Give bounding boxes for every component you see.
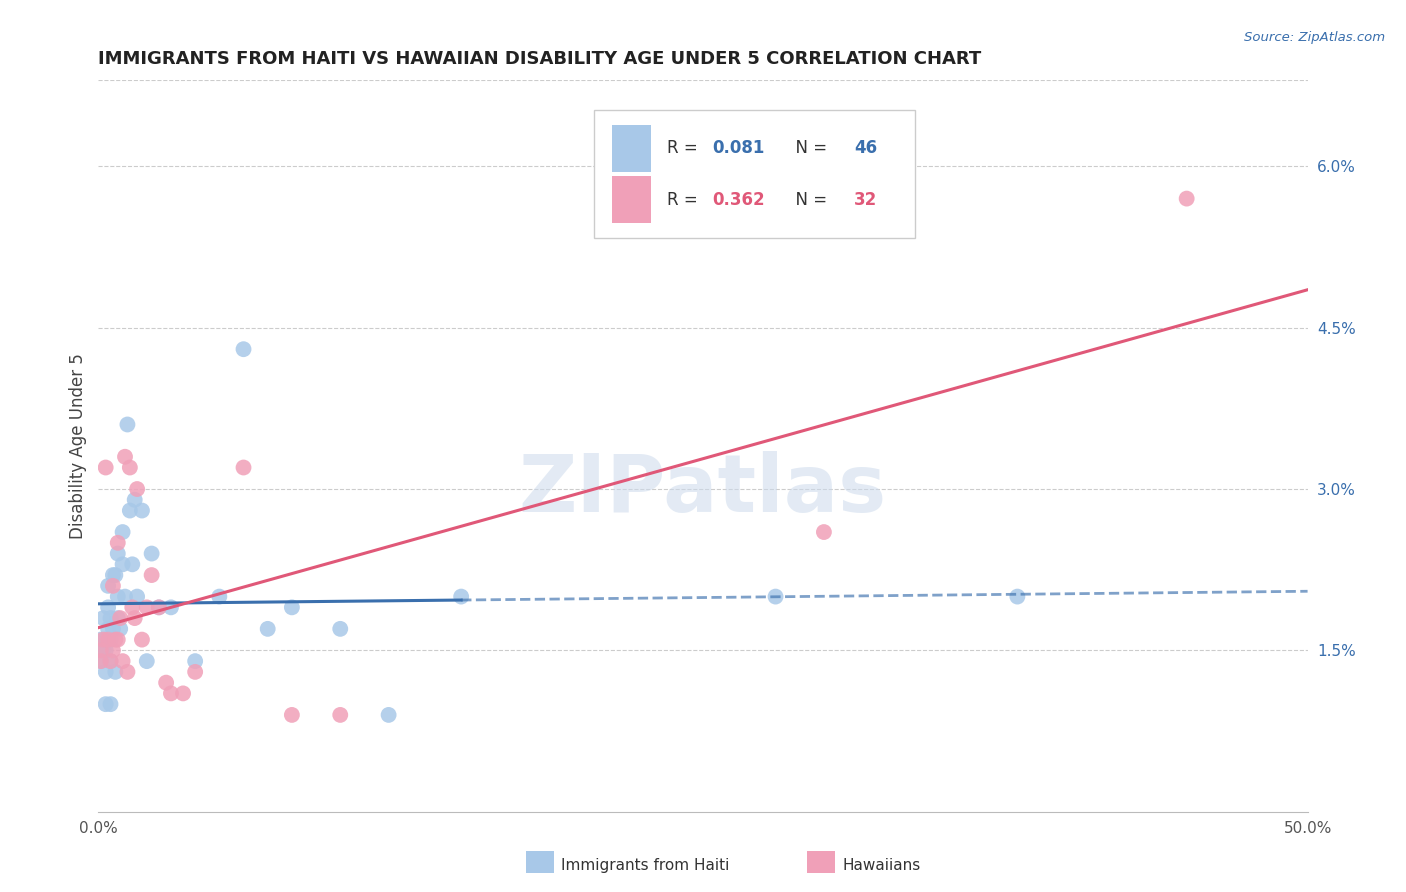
Point (91, 611, 114, 625)
Point (90, 654, 112, 668)
Point (184, 665, 207, 679)
Point (118, 460, 141, 475)
Point (118, 503, 141, 517)
Point (100, 654, 122, 668)
Point (256, 622, 278, 636)
Point (94, 643, 117, 657)
Point (281, 707, 304, 722)
Point (97, 632, 120, 647)
Point (117, 665, 139, 679)
Text: R =: R = (666, 139, 703, 157)
FancyBboxPatch shape (595, 110, 915, 237)
Point (94, 460, 117, 475)
Point (107, 611, 129, 625)
Point (131, 503, 153, 517)
Point (91, 643, 114, 657)
Point (117, 417, 139, 432)
FancyBboxPatch shape (613, 125, 651, 171)
Point (101, 579, 124, 593)
Point (108, 622, 131, 636)
Point (91, 632, 114, 647)
Point (90, 643, 112, 657)
Text: IMMIGRANTS FROM HAITI VS HAWAIIAN DISABILITY AGE UNDER 5 CORRELATION CHART: IMMIGRANTS FROM HAITI VS HAWAIIAN DISABI… (98, 50, 981, 68)
Point (107, 536, 129, 550)
Point (94, 697, 117, 711)
Point (127, 482, 149, 496)
Text: Source: ZipAtlas.com: Source: ZipAtlas.com (1244, 31, 1385, 45)
Point (172, 686, 194, 700)
Point (104, 665, 127, 679)
Point (101, 568, 124, 582)
Point (100, 697, 122, 711)
Point (160, 600, 183, 615)
Point (94, 632, 117, 647)
Point (100, 654, 122, 668)
Text: 46: 46 (855, 139, 877, 157)
Point (1175, 192, 1198, 206)
Text: Immigrants from Haiti: Immigrants from Haiti (561, 858, 730, 872)
Point (111, 524, 134, 539)
Point (1007, 590, 1029, 604)
Point (111, 654, 134, 668)
Point (208, 590, 231, 604)
Point (121, 558, 143, 572)
Text: N =: N = (785, 191, 832, 209)
Point (90, 632, 112, 647)
Text: 0.081: 0.081 (713, 139, 765, 157)
Point (97, 600, 120, 615)
Point (97, 622, 120, 636)
Point (124, 492, 146, 507)
Point (135, 600, 157, 615)
Point (101, 622, 124, 636)
Point (232, 460, 254, 475)
Point (155, 675, 177, 690)
Point (114, 590, 136, 604)
Point (100, 611, 122, 625)
Text: 0.362: 0.362 (713, 191, 765, 209)
Point (141, 547, 163, 561)
Point (121, 600, 143, 615)
Point (107, 590, 129, 604)
Point (90, 654, 112, 668)
Point (281, 600, 304, 615)
Point (377, 707, 399, 722)
Text: ZIPatlas: ZIPatlas (519, 450, 887, 529)
FancyBboxPatch shape (613, 176, 651, 223)
Point (124, 611, 146, 625)
Point (101, 643, 124, 657)
Point (329, 707, 352, 722)
Point (94, 665, 117, 679)
Point (104, 632, 127, 647)
Point (135, 654, 157, 668)
Point (765, 590, 787, 604)
Point (184, 654, 207, 668)
Point (131, 632, 153, 647)
Text: N =: N = (785, 139, 832, 157)
Point (127, 590, 149, 604)
Point (813, 524, 835, 539)
Point (232, 342, 254, 356)
Point (97, 579, 120, 593)
Point (104, 568, 127, 582)
Point (107, 547, 129, 561)
Point (160, 686, 183, 700)
Point (148, 600, 170, 615)
Point (100, 632, 122, 647)
Text: R =: R = (666, 191, 703, 209)
Point (114, 450, 136, 464)
Point (107, 632, 129, 647)
Point (141, 568, 163, 582)
Point (450, 590, 472, 604)
Point (148, 600, 170, 615)
Point (329, 622, 352, 636)
Text: Hawaiians: Hawaiians (842, 858, 921, 872)
Point (111, 558, 134, 572)
Point (108, 611, 131, 625)
Y-axis label: Disability Age Under 5: Disability Age Under 5 (69, 353, 87, 539)
Text: 32: 32 (855, 191, 877, 209)
